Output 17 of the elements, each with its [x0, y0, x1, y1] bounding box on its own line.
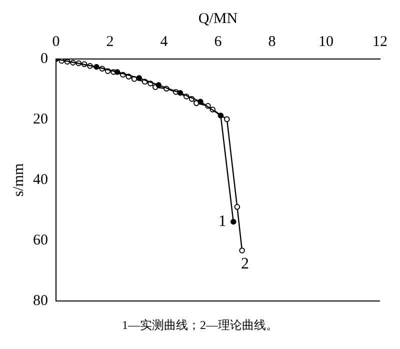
y-tick-label: 20 — [33, 111, 48, 128]
series-label: 1 — [218, 212, 226, 230]
text: 1—实测曲线；2—理论曲线。 — [121, 317, 279, 334]
x-tick-label: 0 — [52, 34, 60, 50]
y-tick-label: 40 — [33, 172, 48, 188]
series-label: 2 — [241, 256, 250, 273]
x-tick-label: 4 — [160, 34, 168, 50]
y-tick-label: 0 — [40, 50, 48, 67]
x-tick-label: 2 — [106, 34, 114, 50]
y-tick-label: 60 — [33, 232, 48, 248]
x-axis-title: Q/MN — [198, 10, 238, 27]
x-tick-label: 12 — [372, 34, 388, 50]
x-tick-label: 8 — [268, 34, 276, 50]
y-tick-label: 80 — [33, 292, 48, 309]
x-tick-label: 10 — [318, 34, 334, 50]
y-axis-title: s/mm — [10, 163, 27, 197]
x-tick-label: 6 — [214, 34, 222, 50]
